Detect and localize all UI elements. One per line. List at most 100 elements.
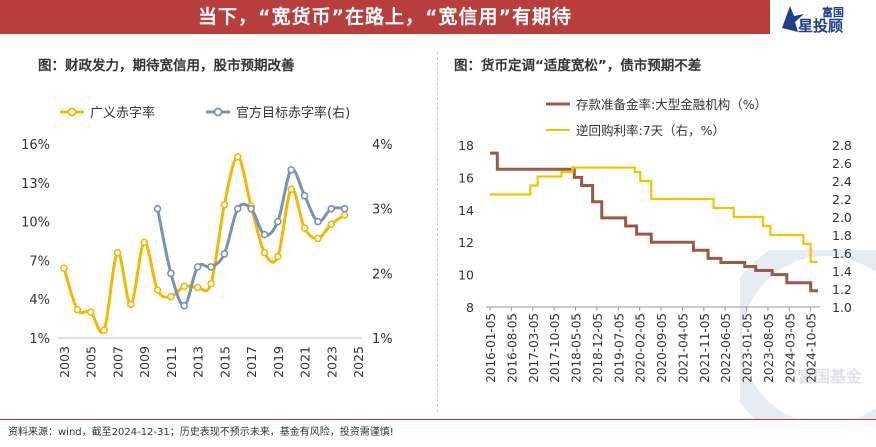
y-left-tick-label: 16%	[21, 138, 50, 153]
data-point-0	[300, 224, 309, 232]
data-point-0	[233, 153, 242, 161]
y-right-tick-label: 1%	[372, 332, 393, 347]
x-tick-label: 2009	[137, 346, 152, 378]
data-point-1	[180, 301, 189, 310]
data-point-0	[140, 238, 148, 247]
y-left-tick-label: 10	[458, 268, 474, 283]
series-step-line-1	[490, 166, 818, 264]
data-point-0	[220, 200, 229, 209]
data-point-0	[260, 248, 269, 257]
y-right-tick-label: 3%	[372, 203, 393, 218]
y-right-tick-label: 2.4	[832, 174, 852, 189]
data-point-1	[260, 230, 269, 239]
data-point-1	[247, 204, 255, 213]
x-tick-label: 2023-08-05	[762, 313, 776, 383]
x-tick-label: 2015	[217, 346, 232, 378]
y-right-tick-label: 1.4	[832, 264, 852, 279]
x-tick-label: 2023	[324, 346, 339, 378]
y-right-tick-label: 4%	[372, 138, 393, 153]
legend-label: 存款准备金率:大型金融机构（%）	[576, 97, 767, 112]
legend-label: 官方目标赤字率(右)	[236, 105, 350, 121]
x-tick-label: 2025	[351, 346, 366, 378]
data-point-1	[233, 204, 242, 213]
data-point-0	[340, 211, 349, 219]
data-point-1	[327, 204, 336, 213]
data-point-0	[207, 279, 215, 288]
banner-title: 当下，“宽货币”在路上，“宽信用”有期待	[198, 6, 572, 28]
y-right-tick-label: 1.8	[832, 228, 852, 243]
x-tick-label: 2003	[57, 346, 72, 378]
y-left-tick-label: 8	[466, 300, 474, 315]
data-point-0	[327, 220, 336, 228]
data-point-0	[180, 282, 189, 291]
legend-swatch-marker	[213, 107, 223, 117]
y-left-tick-label: 14	[458, 203, 474, 218]
data-point-1	[153, 204, 162, 213]
data-point-0	[100, 326, 108, 335]
data-point-1	[193, 263, 202, 271]
x-tick-label: 2017-03-05	[527, 313, 541, 383]
watermark-text: 富国基金	[798, 367, 863, 386]
y-right-tick-label: 1.2	[832, 282, 852, 297]
x-tick-label: 2016-08-05	[505, 313, 519, 383]
data-point-1	[220, 250, 229, 258]
x-tick-label: 2024-03-05	[783, 313, 797, 383]
panel-divider	[437, 52, 438, 412]
footnote: 资料来源：wind，截至2024-12-31；历史表现不预示未来，基金有风险，投…	[8, 427, 394, 438]
data-point-0	[167, 292, 175, 301]
data-point-0	[60, 264, 68, 272]
brand-logo: 富国 星投顾	[782, 5, 844, 34]
y-right-tick-label: 2.2	[832, 192, 852, 207]
left-chart-title: 图：财政发力，期待宽信用，股市预期改善	[38, 58, 295, 74]
y-left-tick-label: 16	[458, 170, 474, 185]
x-tick-label: 2013	[191, 346, 206, 378]
data-point-1	[314, 217, 322, 226]
data-point-1	[167, 269, 175, 278]
y-left-tick-label: 10%	[21, 216, 50, 231]
y-right-tick-label: 2.0	[832, 210, 852, 225]
series-step-line-0	[490, 151, 818, 293]
y-right-tick-label: 2.6	[832, 156, 852, 171]
x-tick-label: 2022-06-05	[719, 313, 733, 383]
y-left-tick-label: 12	[458, 235, 474, 250]
right-chart: 18 16 14 12 10 8 2.8 2.6 2.4 2.2 2.0 1.8 1.6 1.4 1.2 1.…	[458, 97, 852, 383]
data-point-1	[274, 217, 282, 226]
x-tick-label: 2021-11-05	[698, 313, 712, 383]
y-right-tick-label: 1.0	[832, 300, 852, 315]
data-point-1	[207, 263, 215, 271]
x-tick-label: 2023-01-05	[741, 313, 755, 383]
data-point-0	[73, 305, 82, 314]
x-tick-label: 2005	[84, 346, 99, 378]
x-tick-label: 2016-01-05	[484, 313, 498, 383]
data-point-0	[287, 185, 295, 194]
y-left-tick-label: 13%	[21, 177, 50, 192]
x-tick-label: 2024-10-05	[805, 313, 819, 383]
title-banner	[0, 0, 770, 34]
x-tick-label: 2020-09-05	[655, 313, 669, 383]
data-point-1	[287, 166, 295, 174]
y-left-tick-label: 18	[458, 138, 474, 153]
legend-swatch-marker	[67, 107, 77, 117]
logo-brand-sub: 星投顾	[798, 17, 843, 34]
legend-label: 逆回购利率:7天（右，%）	[576, 123, 725, 138]
y-right-tick-label: 2.8	[832, 138, 852, 153]
data-point-0	[153, 286, 162, 294]
logo-brand: 富国	[822, 5, 844, 19]
y-left-tick-label: 4%	[29, 293, 50, 308]
y-right-tick-label: 2%	[372, 267, 393, 282]
data-point-0	[314, 234, 322, 243]
x-tick-label: 2019-07-05	[612, 313, 626, 383]
star-icon	[782, 6, 804, 32]
y-right-tick-label: 1.6	[832, 246, 852, 261]
x-tick-label: 2018-05-05	[570, 313, 584, 383]
x-tick-label: 2021-04-05	[676, 313, 690, 383]
x-tick-label: 2017-10-05	[548, 313, 562, 383]
data-point-0	[113, 248, 122, 257]
data-point-1	[300, 191, 309, 200]
footer-rule	[0, 419, 876, 420]
y-left-tick-label: 7%	[29, 254, 50, 269]
right-chart-title: 图：货币定调“适度宽松”，债市预期不差	[454, 58, 702, 74]
data-point-0	[86, 308, 95, 316]
data-point-1	[340, 204, 349, 213]
x-tick-label: 2019	[271, 346, 286, 378]
